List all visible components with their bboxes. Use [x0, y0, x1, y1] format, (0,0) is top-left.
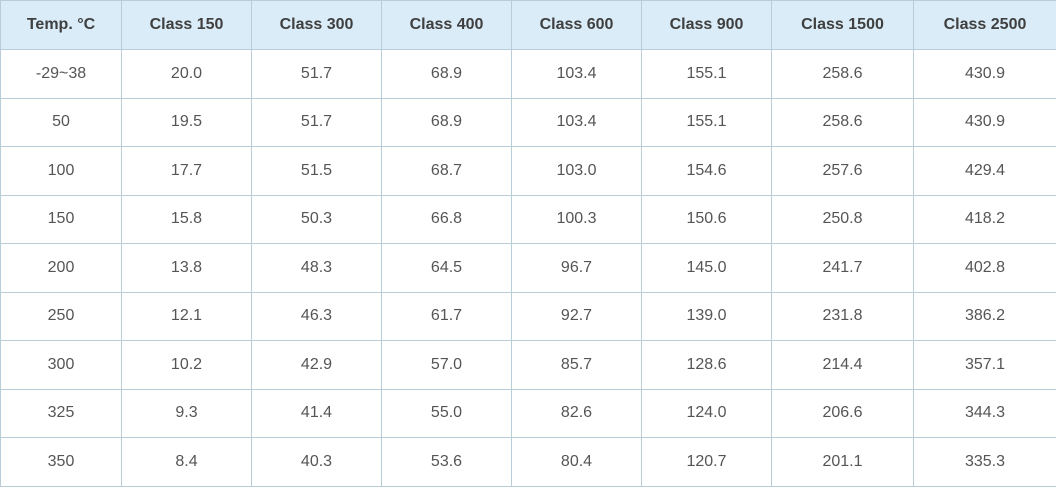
table-header: Temp. °C Class 150 Class 300 Class 400 C…: [1, 1, 1056, 50]
header-class-2500: Class 2500: [914, 1, 1056, 50]
cell-class-300: 41.4: [252, 389, 382, 438]
cell-class-300: 51.5: [252, 147, 382, 196]
header-class-300: Class 300: [252, 1, 382, 50]
cell-class-150: 12.1: [122, 292, 252, 341]
cell-class-2500: 357.1: [914, 341, 1056, 390]
cell-class-600: 92.7: [512, 292, 642, 341]
cell-class-900: 145.0: [642, 244, 772, 293]
cell-class-2500: 430.9: [914, 50, 1056, 99]
cell-temperature: 50: [1, 98, 122, 147]
cell-class-300: 46.3: [252, 292, 382, 341]
table-row: 50 19.5 51.7 68.9 103.4 155.1 258.6 430.…: [1, 98, 1056, 147]
cell-class-900: 150.6: [642, 195, 772, 244]
cell-class-900: 139.0: [642, 292, 772, 341]
cell-temperature: 300: [1, 341, 122, 390]
cell-class-150: 13.8: [122, 244, 252, 293]
cell-class-400: 57.0: [382, 341, 512, 390]
cell-class-600: 103.4: [512, 50, 642, 99]
cell-class-600: 85.7: [512, 341, 642, 390]
cell-class-300: 51.7: [252, 50, 382, 99]
cell-class-600: 96.7: [512, 244, 642, 293]
table-row: 200 13.8 48.3 64.5 96.7 145.0 241.7 402.…: [1, 244, 1056, 293]
cell-class-1500: 214.4: [772, 341, 914, 390]
cell-temperature: 250: [1, 292, 122, 341]
cell-class-2500: 335.3: [914, 438, 1056, 487]
cell-class-150: 8.4: [122, 438, 252, 487]
cell-class-150: 19.5: [122, 98, 252, 147]
cell-class-1500: 258.6: [772, 98, 914, 147]
cell-temperature: 325: [1, 389, 122, 438]
cell-class-150: 9.3: [122, 389, 252, 438]
header-class-1500: Class 1500: [772, 1, 914, 50]
header-class-600: Class 600: [512, 1, 642, 50]
cell-class-1500: 231.8: [772, 292, 914, 341]
header-class-150: Class 150: [122, 1, 252, 50]
cell-class-300: 50.3: [252, 195, 382, 244]
cell-class-600: 103.4: [512, 98, 642, 147]
cell-class-1500: 241.7: [772, 244, 914, 293]
cell-temperature: 200: [1, 244, 122, 293]
cell-class-2500: 344.3: [914, 389, 1056, 438]
cell-class-900: 120.7: [642, 438, 772, 487]
cell-temperature: 100: [1, 147, 122, 196]
cell-class-150: 10.2: [122, 341, 252, 390]
table-row: -29~38 20.0 51.7 68.9 103.4 155.1 258.6 …: [1, 50, 1056, 99]
cell-class-1500: 250.8: [772, 195, 914, 244]
table-row: 150 15.8 50.3 66.8 100.3 150.6 250.8 418…: [1, 195, 1056, 244]
cell-class-2500: 429.4: [914, 147, 1056, 196]
cell-class-600: 80.4: [512, 438, 642, 487]
table-body: -29~38 20.0 51.7 68.9 103.4 155.1 258.6 …: [1, 50, 1056, 487]
cell-class-150: 17.7: [122, 147, 252, 196]
table-row: 250 12.1 46.3 61.7 92.7 139.0 231.8 386.…: [1, 292, 1056, 341]
cell-class-300: 42.9: [252, 341, 382, 390]
cell-class-1500: 206.6: [772, 389, 914, 438]
cell-temperature: -29~38: [1, 50, 122, 99]
header-temperature: Temp. °C: [1, 1, 122, 50]
cell-class-900: 128.6: [642, 341, 772, 390]
cell-class-400: 64.5: [382, 244, 512, 293]
cell-class-400: 61.7: [382, 292, 512, 341]
cell-class-600: 100.3: [512, 195, 642, 244]
table-row: 350 8.4 40.3 53.6 80.4 120.7 201.1 335.3: [1, 438, 1056, 487]
header-class-900: Class 900: [642, 1, 772, 50]
cell-class-600: 103.0: [512, 147, 642, 196]
cell-class-400: 53.6: [382, 438, 512, 487]
cell-class-2500: 386.2: [914, 292, 1056, 341]
header-row: Temp. °C Class 150 Class 300 Class 400 C…: [1, 1, 1056, 50]
cell-class-900: 155.1: [642, 98, 772, 147]
cell-class-400: 68.7: [382, 147, 512, 196]
cell-class-150: 15.8: [122, 195, 252, 244]
table-row: 300 10.2 42.9 57.0 85.7 128.6 214.4 357.…: [1, 341, 1056, 390]
cell-class-2500: 402.8: [914, 244, 1056, 293]
cell-class-1500: 258.6: [772, 50, 914, 99]
cell-class-1500: 201.1: [772, 438, 914, 487]
table-row: 100 17.7 51.5 68.7 103.0 154.6 257.6 429…: [1, 147, 1056, 196]
cell-class-400: 68.9: [382, 98, 512, 147]
cell-class-2500: 418.2: [914, 195, 1056, 244]
cell-class-900: 124.0: [642, 389, 772, 438]
cell-class-400: 68.9: [382, 50, 512, 99]
cell-class-300: 48.3: [252, 244, 382, 293]
cell-class-400: 55.0: [382, 389, 512, 438]
cell-class-900: 155.1: [642, 50, 772, 99]
cell-class-300: 40.3: [252, 438, 382, 487]
table-row: 325 9.3 41.4 55.0 82.6 124.0 206.6 344.3: [1, 389, 1056, 438]
header-class-400: Class 400: [382, 1, 512, 50]
cell-class-400: 66.8: [382, 195, 512, 244]
cell-class-1500: 257.6: [772, 147, 914, 196]
cell-class-600: 82.6: [512, 389, 642, 438]
cell-class-2500: 430.9: [914, 98, 1056, 147]
cell-class-150: 20.0: [122, 50, 252, 99]
cell-temperature: 150: [1, 195, 122, 244]
cell-temperature: 350: [1, 438, 122, 487]
cell-class-900: 154.6: [642, 147, 772, 196]
cell-class-300: 51.7: [252, 98, 382, 147]
